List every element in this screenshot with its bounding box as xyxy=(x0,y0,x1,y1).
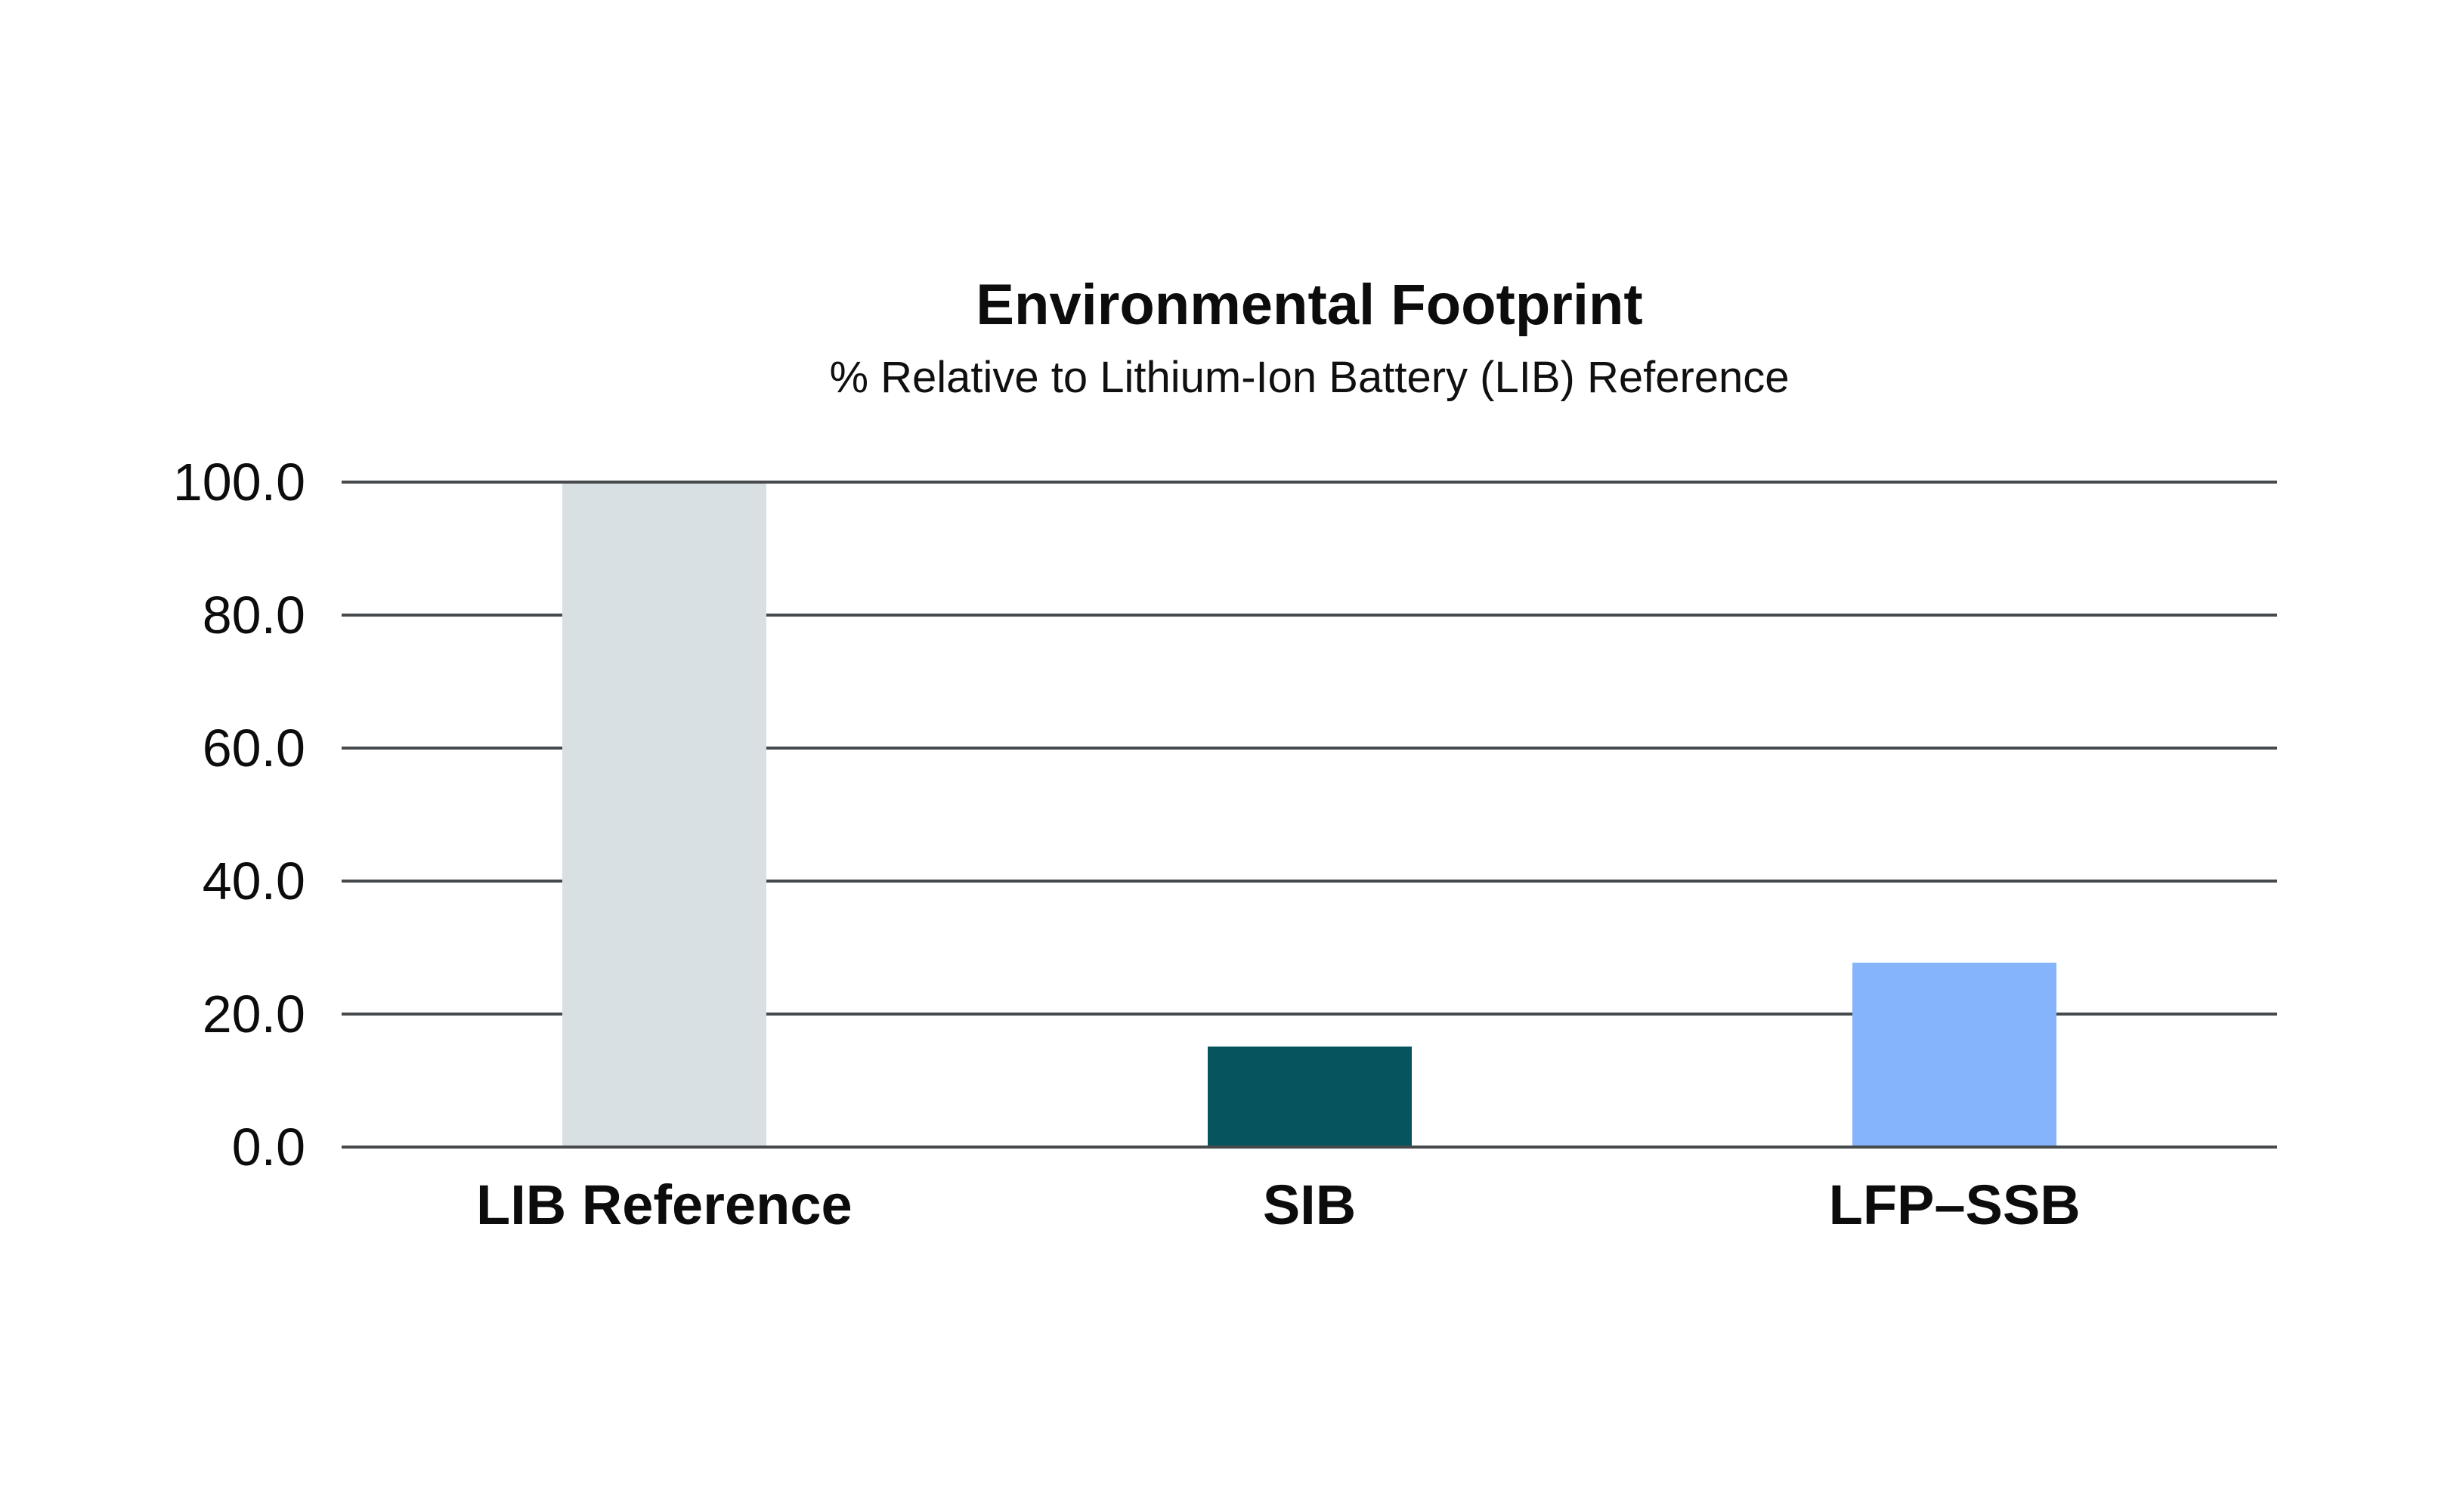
x-category-label: LIB Reference xyxy=(476,1173,853,1236)
chart-title: Environmental Footprint xyxy=(976,273,1643,337)
y-tick-label: 40.0 xyxy=(202,852,305,911)
y-tick-label: 20.0 xyxy=(202,985,305,1044)
bar xyxy=(1852,962,2057,1146)
y-tick-label: 60.0 xyxy=(202,719,305,778)
bar xyxy=(1207,1047,1412,1146)
plot-area: 0.0 20.0 40.0 60.0 80.0 100.0 LIB Reference SIB… xyxy=(173,456,2277,1236)
y-tick-label: 100.0 xyxy=(172,453,305,512)
bar xyxy=(562,484,766,1146)
gridline-y-20 xyxy=(342,1013,2277,1016)
gridline-y-40 xyxy=(342,880,2277,883)
x-category-label: LFP–SSB xyxy=(1828,1173,2081,1236)
gridline-y-100 xyxy=(342,481,2277,484)
gridline-y-60 xyxy=(342,747,2277,750)
gridline-y-80 xyxy=(342,614,2277,617)
chart-subtitle: % Relative to Lithium-Ion Battery (LIB) … xyxy=(829,353,1790,402)
gridline-y-0 xyxy=(342,1146,2277,1149)
y-tick-label: 0.0 xyxy=(231,1118,305,1177)
y-tick-label: 80.0 xyxy=(202,586,305,645)
x-category-label: SIB xyxy=(1262,1173,1357,1236)
